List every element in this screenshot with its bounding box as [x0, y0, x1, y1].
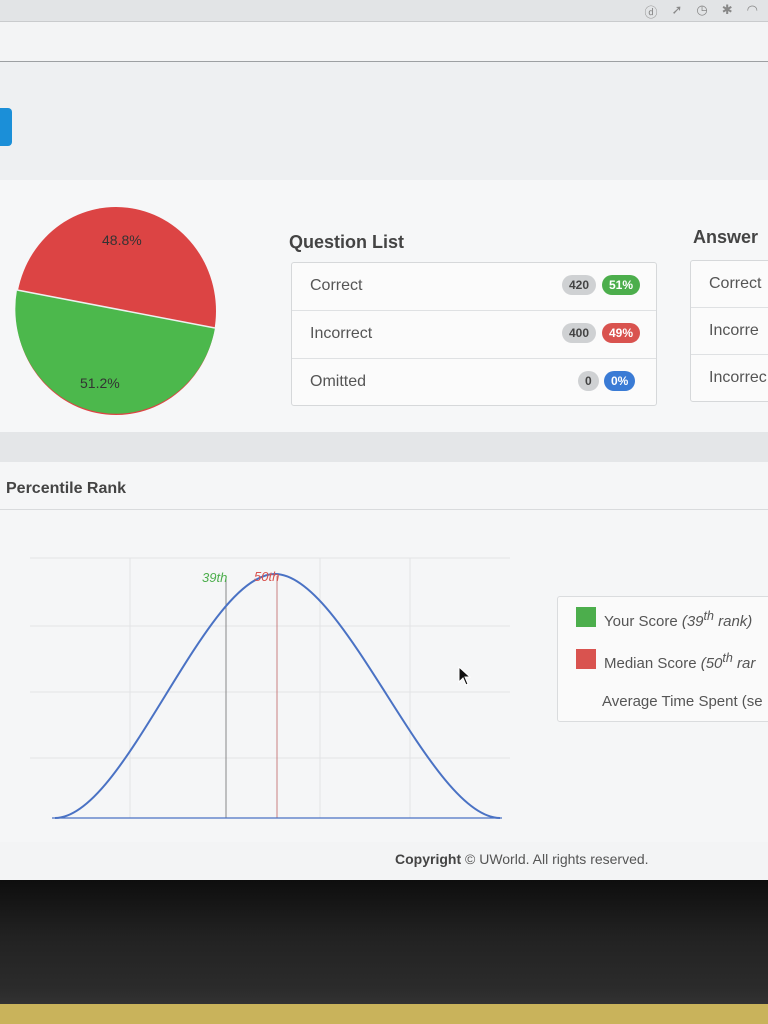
percent-badge: 49%: [602, 323, 641, 343]
list-item-incorrect[interactable]: Incorrect 400 49%: [292, 311, 656, 359]
wifi-icon: ◠: [746, 2, 758, 17]
browser-toolbar: [0, 22, 768, 62]
list-item[interactable]: Incorre: [691, 308, 768, 355]
list-item-label: Correct: [709, 275, 762, 292]
question-list-title: Question List: [289, 232, 405, 252]
count-badge: 420: [562, 275, 597, 295]
page-header: [0, 62, 768, 180]
legend-swatch: [576, 607, 596, 627]
percentile-legend: Your Score (39th rank) Median Score (50t…: [557, 596, 768, 722]
legend-item-median: Median Score (50th rar: [558, 639, 768, 681]
pie-label-incorrect: 48.8%: [102, 232, 142, 248]
pie-divider: [16, 289, 216, 329]
os-menu-bar: ⓓ ➚ ◷ ✱ ◠: [0, 0, 768, 22]
score-pie-chart: [15, 207, 216, 415]
list-item-label: Incorrec: [709, 369, 767, 386]
laptop-bezel: [0, 880, 768, 1024]
list-item[interactable]: Correct: [691, 261, 768, 308]
legend-item-avg-time: Average Time Spent (se: [602, 693, 763, 710]
location-icon: ➚: [671, 2, 683, 17]
percent-badge: 0%: [604, 371, 636, 391]
your-score-marker: 39th: [202, 570, 227, 585]
percentile-title: Percentile Rank: [6, 480, 127, 497]
page-footer: [0, 842, 768, 880]
percent-badge: 51%: [602, 275, 641, 295]
percentile-curve-chart: 39th 50th: [30, 557, 510, 819]
screen: ⓓ ➚ ◷ ✱ ◠ 48.8% 51.2% Question List Corr…: [0, 0, 768, 880]
side-tab-button[interactable]: [0, 108, 12, 146]
desk-surface: [0, 1004, 768, 1024]
list-item-correct[interactable]: Correct 420 51%: [292, 263, 656, 311]
pie-slice-correct: [15, 290, 216, 414]
list-item-omitted[interactable]: Omitted 0 0%: [292, 359, 656, 407]
list-item-label: Omitted: [310, 373, 367, 390]
bluetooth-icon: ✱: [721, 2, 733, 17]
section-divider: [0, 432, 768, 462]
median-marker: 50th: [254, 569, 279, 584]
list-item-label: Incorrect: [310, 325, 373, 342]
time-machine-icon: ◷: [696, 2, 708, 17]
list-item[interactable]: Incorrec: [691, 355, 768, 402]
mouse-cursor-icon: [458, 666, 472, 686]
percentile-header: [0, 462, 768, 510]
legend-item-your-score: Your Score (39th rank): [558, 597, 768, 639]
distribution-curve: [54, 572, 501, 819]
answer-changes-list: Correct Incorre Incorrec: [690, 260, 768, 402]
list-item-label: Incorre: [709, 322, 759, 339]
chart-grid: [30, 557, 510, 818]
list-item-label: Correct: [310, 277, 363, 294]
answer-changes-title: Answer: [693, 227, 759, 247]
legend-swatch: [576, 649, 596, 669]
question-list: Correct 420 51% Incorrect 400 49% Omitte…: [291, 262, 657, 406]
count-badge: 0: [578, 371, 599, 391]
copyright-text: Copyright © UWorld. All rights reserved.: [395, 851, 649, 867]
status-icon: ⓓ: [644, 5, 658, 20]
count-badge: 400: [562, 323, 597, 343]
pie-label-correct: 51.2%: [80, 375, 120, 391]
